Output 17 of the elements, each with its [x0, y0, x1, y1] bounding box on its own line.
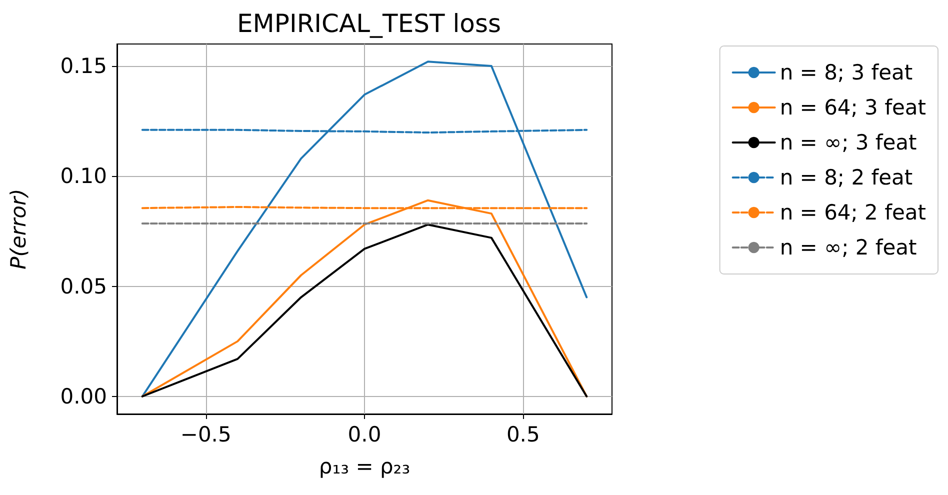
- legend-label: n = ∞; 3 feat: [780, 130, 917, 154]
- legend-label: n = 64; 2 feat: [780, 200, 926, 224]
- legend-label: n = 8; 3 feat: [780, 60, 913, 84]
- y-tick-label: 0.15: [60, 54, 107, 78]
- legend-label: n = ∞; 2 feat: [780, 236, 917, 260]
- x-axis-title: ρ₁₃ = ρ₂₃: [318, 454, 410, 478]
- line-series: [141, 60, 588, 398]
- y-tick-label: 0.05: [60, 274, 107, 298]
- chart-title: EMPIRICAL_TEST loss: [237, 9, 501, 38]
- y-tick-label: 0.00: [60, 384, 107, 408]
- x-tick-label: 0.0: [348, 422, 382, 446]
- x-tick-label: −0.5: [180, 422, 232, 446]
- legend-label: n = 64; 3 feat: [780, 96, 926, 120]
- y-tick-label: 0.10: [60, 164, 107, 188]
- y-axis-title: P(error): [6, 188, 30, 270]
- legend-label: n = 8; 2 feat: [780, 166, 913, 190]
- x-tick-label: 0.5: [506, 422, 540, 446]
